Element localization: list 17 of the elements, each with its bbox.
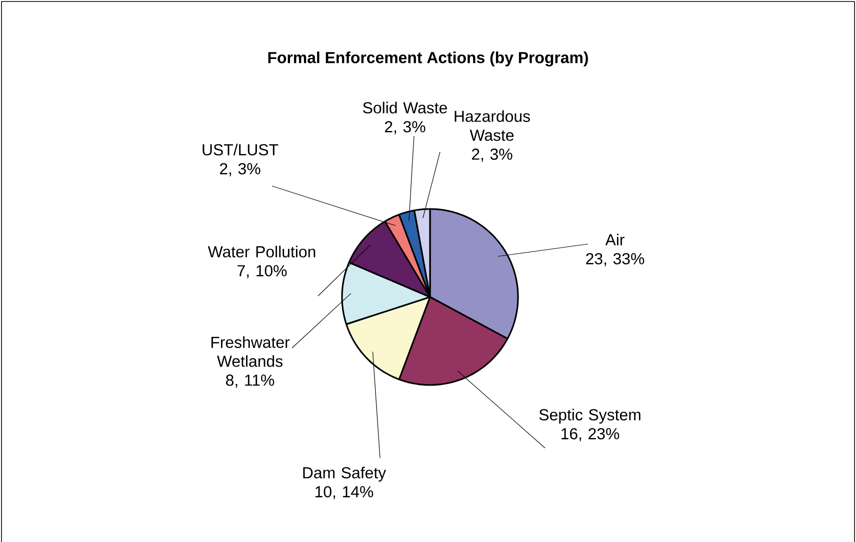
chart-title: Formal Enforcement Actions (by Program) bbox=[268, 51, 588, 66]
data-label: 10, 14% bbox=[316, 486, 374, 500]
slice-label: Water Pollution bbox=[208, 246, 316, 258]
slice-label: Freshwater Wetlands bbox=[211, 336, 290, 367]
slice-label: Hazardous Waste bbox=[454, 110, 530, 141]
data-label: 2, 3% bbox=[220, 162, 260, 176]
data-label: 8, 11% bbox=[226, 374, 274, 388]
slice-label: UST/LUST bbox=[202, 144, 278, 156]
data-label: 23, 33% bbox=[586, 252, 644, 266]
slice-label: Dam Safety bbox=[303, 466, 386, 482]
data-label: 16, 23% bbox=[562, 428, 620, 442]
slice-label: Solid Waste bbox=[363, 102, 447, 114]
slice-label: Septic System bbox=[539, 408, 640, 424]
slice-label: Air bbox=[605, 234, 624, 246]
data-label: 2, 3% bbox=[472, 148, 512, 162]
data-label: 7, 10% bbox=[238, 264, 287, 278]
data-label: 2, 3% bbox=[384, 120, 426, 134]
